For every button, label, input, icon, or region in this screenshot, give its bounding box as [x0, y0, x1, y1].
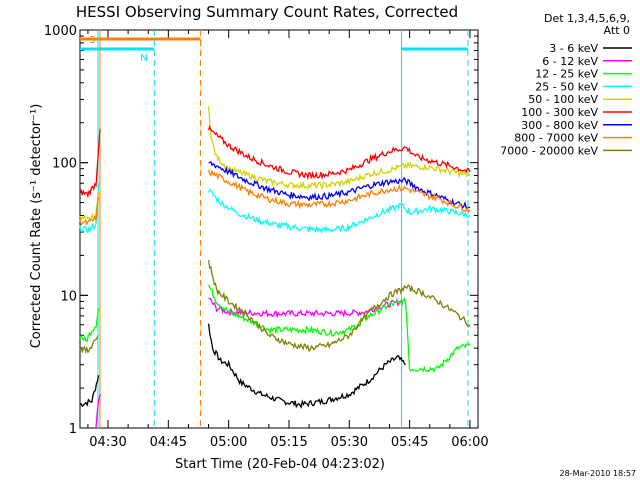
legend-title: Det 1,3,4,5,6,9, — [544, 12, 630, 25]
series-line — [79, 192, 100, 222]
flag-label: N — [140, 53, 147, 64]
series-line — [207, 323, 406, 409]
series-line — [79, 183, 100, 235]
x-axis-label: Start Time (20-Feb-04 04:23:02) — [175, 457, 385, 472]
x-tick-label: 05:00 — [210, 435, 247, 450]
series-line — [79, 375, 100, 408]
series-line — [207, 260, 471, 353]
legend-entry-label: 100 - 300 keV — [521, 106, 598, 119]
legend-entry-label: 800 - 7000 keV — [514, 132, 598, 145]
legend-entry-label: 12 - 25 keV — [535, 68, 598, 81]
timestamp-label: 28-Mar-2010 18:57 — [560, 469, 637, 478]
plot-area: 1 10 100 1000 04:30 04:45 05:00 05:15 05:30 05:45… — [44, 24, 489, 450]
series-line — [207, 168, 471, 214]
series-line — [207, 125, 471, 181]
y-axis-label: Corrected Count Rate (s⁻¹ detector⁻¹) — [29, 104, 44, 349]
x-tick-label: 05:15 — [270, 435, 307, 450]
legend-entry-label: 7000 - 20000 keV — [500, 144, 598, 157]
series-line — [207, 188, 471, 235]
y-tick-label: 10 — [60, 289, 77, 304]
series-line — [79, 128, 101, 199]
legend-entry-label: 50 - 100 keV — [528, 93, 598, 106]
series-line — [79, 197, 100, 226]
series-line — [79, 335, 99, 354]
legend-entry-label: 300 - 800 keV — [521, 119, 598, 132]
series-line — [95, 393, 102, 429]
flag-label: S — [89, 35, 95, 46]
x-tick-label: 05:45 — [391, 435, 428, 450]
chart-title: HESSI Observing Summary Count Rates, Cor… — [76, 3, 458, 21]
series-line — [79, 308, 100, 343]
legend-entry-label: 6 - 12 keV — [542, 55, 598, 68]
y-tick-label: 1000 — [44, 24, 77, 39]
legend-title: Att 0 — [604, 24, 630, 37]
y-tick-label: 100 — [52, 157, 77, 172]
x-tick-label: 06:00 — [451, 435, 488, 450]
series-line — [208, 160, 471, 210]
x-tick-label: 05:30 — [331, 435, 368, 450]
series-line — [207, 105, 471, 191]
legend-entry-label: 3 - 6 keV — [549, 42, 598, 55]
y-tick-label: 1 — [69, 422, 77, 437]
legend-entry-label: 25 - 50 keV — [535, 80, 598, 93]
x-tick-label: 04:45 — [150, 435, 187, 450]
x-tick-label: 04:30 — [89, 435, 126, 450]
series-line — [208, 297, 402, 319]
series-line — [208, 284, 471, 373]
